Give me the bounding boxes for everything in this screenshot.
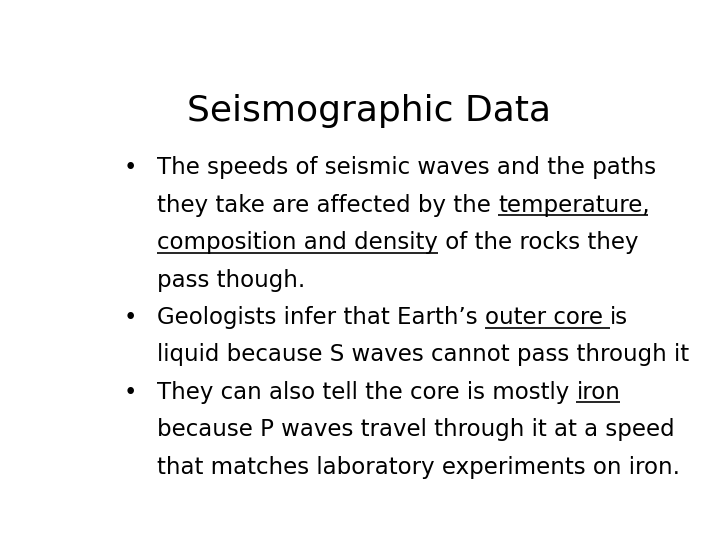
Text: •: • — [124, 306, 137, 329]
Text: iron: iron — [577, 381, 621, 404]
Text: outer core: outer core — [485, 306, 610, 329]
Text: The speeds of seismic waves and the paths: The speeds of seismic waves and the path… — [157, 156, 656, 179]
Text: of the rocks they: of the rocks they — [438, 231, 639, 254]
Text: They can also tell the core is mostly: They can also tell the core is mostly — [157, 381, 577, 404]
Text: composition and density: composition and density — [157, 231, 438, 254]
Text: •: • — [124, 156, 137, 179]
Text: pass though.: pass though. — [157, 268, 305, 292]
Text: •: • — [124, 381, 137, 404]
Text: they take are affected by the: they take are affected by the — [157, 194, 498, 217]
Text: is: is — [610, 306, 629, 329]
Text: because P waves travel through it at a speed: because P waves travel through it at a s… — [157, 418, 675, 441]
Text: liquid because S waves cannot pass through it: liquid because S waves cannot pass throu… — [157, 343, 689, 366]
Text: that matches laboratory experiments on iron.: that matches laboratory experiments on i… — [157, 456, 680, 478]
Text: temperature,: temperature, — [498, 194, 649, 217]
Text: Seismographic Data: Seismographic Data — [187, 94, 551, 128]
Text: Geologists infer that Earth’s: Geologists infer that Earth’s — [157, 306, 485, 329]
